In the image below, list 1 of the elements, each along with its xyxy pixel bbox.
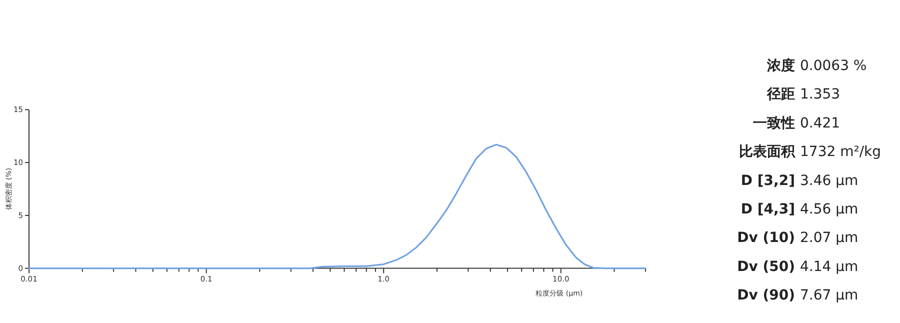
statistics: 浓度 0.0063 % 径距 1.353 一致性 0.421 比表面积 1732 m²/kg D [3,2] 3.46 μm D [4,3] 4.56 μm Dv (10) 2.07 μm Dv (50) 4.14 μm Dv (90) 7.67 μm [737,58,882,304]
